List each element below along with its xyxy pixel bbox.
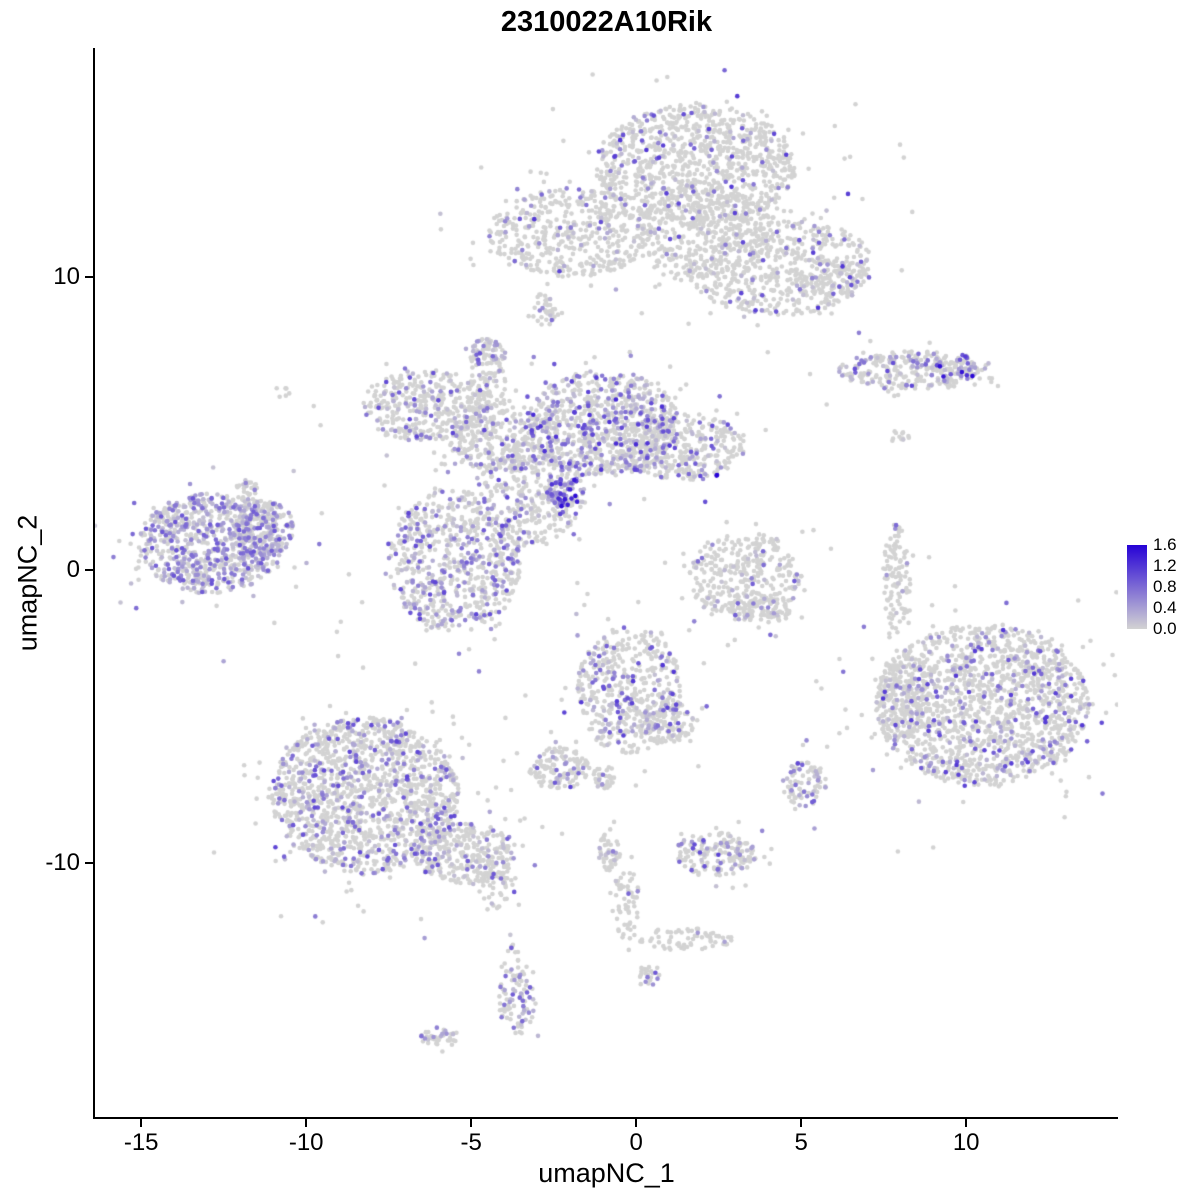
y-tick-label: 10	[53, 262, 80, 290]
x-tick-label: -5	[460, 1129, 482, 1156]
x-tick-label: 0	[629, 1129, 643, 1156]
plot-title: 2310022A10Rik	[500, 6, 713, 38]
colorbar-tick-label: 1.2	[1153, 556, 1177, 575]
plot-panel	[93, 48, 1118, 1119]
x-tick-mark	[470, 1119, 473, 1127]
x-tick-mark	[800, 1119, 803, 1127]
colorbar-gradient	[1127, 545, 1147, 629]
colorbar-tick-label: 0.4	[1153, 598, 1177, 617]
y-tick-mark	[85, 568, 93, 571]
y-axis-label: umapNC_2	[12, 514, 43, 652]
x-tick-mark	[965, 1119, 968, 1127]
colorbar-tick-label: 1.6	[1153, 535, 1177, 554]
x-tick-mark	[305, 1119, 308, 1127]
x-tick-mark	[635, 1119, 638, 1127]
x-tick-label: -10	[288, 1129, 324, 1156]
colorbar-tick-label: 0.0	[1153, 619, 1177, 638]
y-tick-label: -10	[45, 848, 80, 876]
x-axis-label: umapNC_1	[538, 1158, 675, 1188]
x-tick-label: 5	[794, 1129, 808, 1156]
colorbar-legend: 1.6 1.2 0.8 0.4 0.0	[1127, 535, 1177, 638]
colorbar-tick-label: 0.8	[1153, 577, 1177, 596]
x-tick-label: -15	[123, 1129, 159, 1156]
x-tick-label: 10	[952, 1129, 980, 1156]
y-tick-mark	[85, 861, 93, 864]
y-tick-mark	[85, 275, 93, 278]
x-tick-mark	[140, 1119, 143, 1127]
y-tick-label: 0	[66, 555, 80, 583]
